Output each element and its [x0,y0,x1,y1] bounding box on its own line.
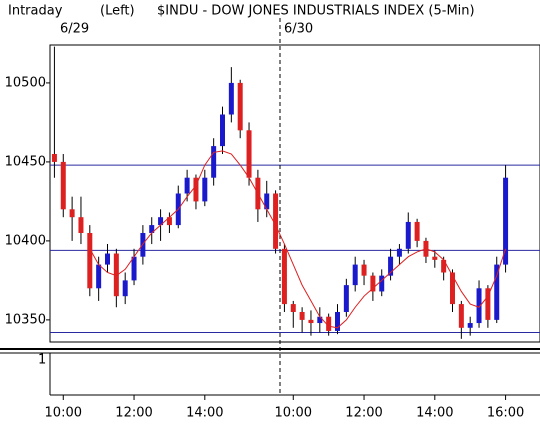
candle-body [467,323,473,328]
chart-title: $INDU - DOW JONES INDUSTRIALS INDEX (5-M… [157,4,475,19]
candle-body [228,82,234,115]
y-tick-label: 10450 [5,154,46,169]
candle-body [131,256,137,281]
candle-body [299,311,305,320]
candle-body [405,221,411,249]
candle-body [113,253,119,297]
candle-body [166,217,172,226]
candle-body [414,221,420,241]
candle-body [69,209,75,218]
x-tick-label: 10:00 [45,406,82,421]
moving-average [89,150,507,329]
candle-body [202,177,208,202]
candle-body [450,272,455,305]
side-label: (Left) [100,4,135,19]
candle-body [441,259,447,273]
candle-body [122,280,128,297]
candle-body [281,248,287,305]
candle-body [308,319,314,324]
candle-body [503,177,509,265]
candle-body [158,217,164,226]
candle-body [237,82,243,131]
candle-body [326,316,332,331]
date-label: 6/29 [60,22,89,37]
mode-label: Intraday [8,4,63,19]
candle-body [458,304,464,328]
x-tick-label: 12:00 [345,406,382,421]
candle-body [60,161,66,210]
plot-frame [49,44,540,343]
x-tick-label: 12:00 [115,406,152,421]
x-tick-label: 10:00 [275,406,312,421]
candle-body [396,248,402,257]
lower-panel-label: 1 [38,353,46,368]
date-label: 6/30 [284,22,313,37]
candle-body [361,264,367,276]
candle-body [379,275,385,292]
candle-body [149,225,155,233]
candle-body [370,275,376,292]
candle-body [388,256,394,276]
candle-body [246,130,252,178]
candle-body [317,316,323,324]
x-tick-label: 16:00 [487,406,524,421]
candle-body [193,177,199,202]
candle-body [87,232,93,289]
candle-body [184,177,190,194]
candle-body [494,264,500,320]
y-tick-label: 10500 [5,75,46,90]
candle-body [78,217,84,233]
candle-body [343,285,349,312]
candle-body [432,256,438,260]
candle-body [51,154,57,162]
candle-body [335,311,340,331]
candle-body [220,114,225,147]
candle-body [476,288,482,324]
candle-body [211,146,217,178]
x-tick-label: 14:00 [186,406,223,421]
candle-body [264,193,270,210]
x-tick-label: 14:00 [416,406,453,421]
y-tick-label: 10350 [5,312,46,327]
candle-body [352,264,358,286]
y-tick-label: 10400 [5,233,46,248]
candle-body [485,288,491,320]
candle-body [273,193,279,249]
candle-body [105,253,110,265]
candle-body [96,264,102,289]
candle-body [290,304,296,312]
